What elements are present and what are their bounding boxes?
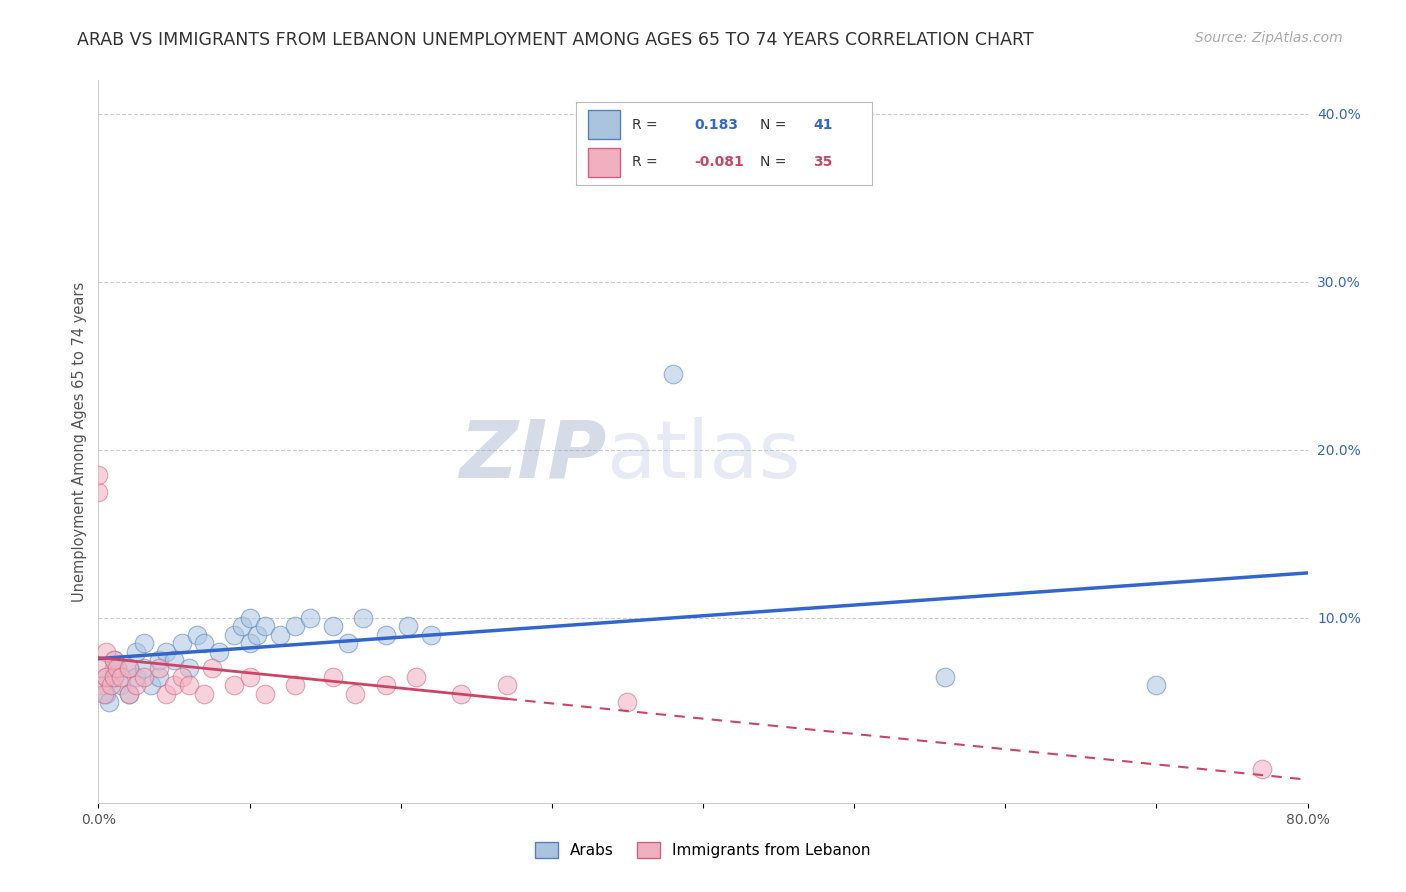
Point <box>170 670 193 684</box>
Point <box>193 636 215 650</box>
Point <box>125 678 148 692</box>
Text: atlas: atlas <box>606 417 800 495</box>
Point <box>105 661 128 675</box>
Point <box>405 670 427 684</box>
Text: ZIP: ZIP <box>458 417 606 495</box>
Point <box>179 678 201 692</box>
Point <box>246 628 269 642</box>
Point <box>224 628 246 642</box>
Point <box>94 687 117 701</box>
Text: Source: ZipAtlas.com: Source: ZipAtlas.com <box>1195 31 1343 45</box>
Point <box>98 695 121 709</box>
Point <box>155 687 177 701</box>
Point <box>420 628 443 642</box>
Point <box>239 636 262 650</box>
Point <box>170 636 193 650</box>
Point <box>224 678 246 692</box>
Point <box>110 670 132 684</box>
Point <box>87 485 110 500</box>
Point <box>193 687 215 701</box>
Point <box>103 653 125 667</box>
Point <box>103 661 125 675</box>
Point <box>253 619 276 633</box>
Point <box>1144 678 1167 692</box>
Point <box>110 678 132 692</box>
Point <box>103 670 125 684</box>
Point <box>100 678 122 692</box>
Point <box>163 653 186 667</box>
Point <box>299 611 322 625</box>
Point <box>344 687 367 701</box>
Point <box>284 678 307 692</box>
Point <box>231 619 253 633</box>
Point <box>186 628 208 642</box>
Point <box>208 644 231 658</box>
Point <box>103 653 125 667</box>
Point <box>239 611 262 625</box>
Text: ARAB VS IMMIGRANTS FROM LEBANON UNEMPLOYMENT AMONG AGES 65 TO 74 YEARS CORRELATI: ARAB VS IMMIGRANTS FROM LEBANON UNEMPLOY… <box>77 31 1033 49</box>
Point <box>94 670 117 684</box>
Point <box>163 678 186 692</box>
Point <box>94 670 117 684</box>
Point <box>90 661 112 675</box>
Point <box>450 687 472 701</box>
Point <box>239 670 262 684</box>
Point <box>374 628 396 642</box>
Point <box>125 644 148 658</box>
Point <box>269 628 291 642</box>
Point <box>118 661 141 675</box>
Point <box>1251 762 1274 776</box>
Point <box>90 678 112 692</box>
Point <box>661 368 683 382</box>
Point <box>118 687 141 701</box>
Y-axis label: Unemployment Among Ages 65 to 74 years: Unemployment Among Ages 65 to 74 years <box>72 281 87 602</box>
Point <box>148 653 170 667</box>
Legend: Arabs, Immigrants from Lebanon: Arabs, Immigrants from Lebanon <box>529 836 877 864</box>
Point <box>336 636 359 650</box>
Point <box>374 678 396 692</box>
Point <box>148 661 170 675</box>
Point <box>284 619 307 633</box>
Point <box>934 670 956 684</box>
Point <box>141 678 163 692</box>
Point <box>322 619 344 633</box>
Point <box>132 670 155 684</box>
Point <box>179 661 201 675</box>
Point <box>87 468 110 483</box>
Point <box>118 687 141 701</box>
Point <box>132 661 155 675</box>
Point <box>253 687 276 701</box>
Point <box>148 670 170 684</box>
Point <box>125 670 148 684</box>
Point <box>616 695 638 709</box>
Point <box>201 661 224 675</box>
Point <box>132 636 155 650</box>
Point <box>94 644 117 658</box>
Point <box>103 670 125 684</box>
Point <box>352 611 374 625</box>
Point <box>93 687 115 701</box>
Point <box>322 670 344 684</box>
Point <box>118 661 141 675</box>
Point <box>495 678 517 692</box>
Point <box>396 619 419 633</box>
Point <box>155 644 177 658</box>
